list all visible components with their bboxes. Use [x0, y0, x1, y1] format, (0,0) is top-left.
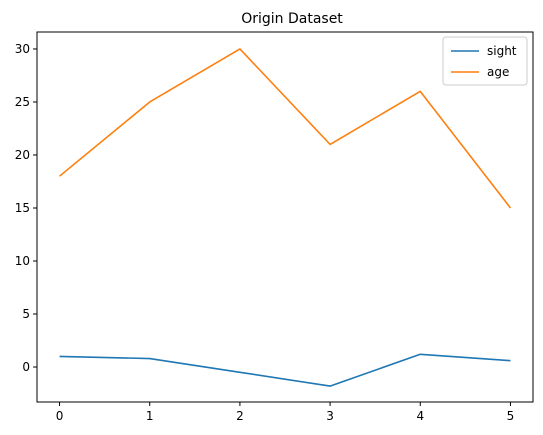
y-tick-label: 20	[15, 148, 30, 162]
x-tick-label: 0	[56, 409, 64, 423]
legend-label-age: age	[487, 65, 509, 79]
x-tick-label: 2	[236, 409, 244, 423]
legend-label-sight: sight	[487, 44, 517, 58]
plot-area: 0 1 2 3 4 5 0 5 10 15 20 25 30	[15, 31, 534, 423]
y-tick-label: 0	[22, 360, 30, 374]
y-tick-label: 30	[15, 42, 30, 56]
series-line-sight	[59, 353, 511, 387]
x-tick-label: 5	[507, 409, 515, 423]
y-tick-label: 10	[15, 254, 30, 268]
x-tick-label: 3	[326, 409, 334, 423]
x-tick-label: 1	[146, 409, 154, 423]
y-tick-label: 5	[22, 307, 30, 321]
y-tick-label: 25	[15, 95, 30, 109]
legend: sight age	[442, 36, 528, 86]
legend-box	[442, 36, 528, 86]
y-tick-label: 15	[15, 201, 30, 215]
plot-frame	[36, 31, 534, 403]
x-tick-label: 4	[416, 409, 424, 423]
chart-title: Origin Dataset	[241, 11, 343, 27]
series-line-age	[59, 48, 512, 209]
